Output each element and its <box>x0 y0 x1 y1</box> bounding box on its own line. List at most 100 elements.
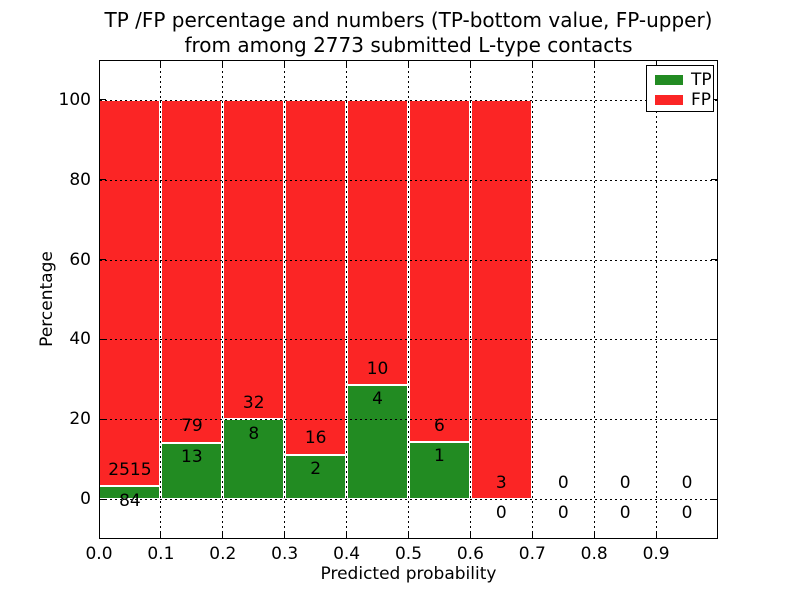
x-gridline <box>654 61 658 538</box>
x-tick-mark-top <box>284 61 286 67</box>
fp-bar-segment <box>408 99 471 443</box>
x-axis-label: Predicted probability <box>320 564 497 584</box>
y-tick-mark <box>100 179 106 181</box>
legend-label-fp: FP <box>691 90 712 110</box>
y-gridline <box>100 339 717 340</box>
x-tick-mark-top <box>469 61 471 67</box>
fp-bar-segment <box>346 99 409 386</box>
tp-count-label: 0 <box>619 503 631 524</box>
y-tick-label: 40 <box>69 329 91 350</box>
y-tick-mark <box>100 99 106 101</box>
y-gridline <box>100 499 717 500</box>
y-tick-label: 100 <box>58 89 91 110</box>
y-tick-mark-right <box>711 418 717 420</box>
chart-title: TP /FP percentage and numbers (TP-bottom… <box>99 8 718 58</box>
x-tick-mark-top <box>408 61 409 67</box>
fp-count-label: 0 <box>681 472 693 493</box>
tp-count-label: 1 <box>434 446 445 467</box>
x-tick-label: 0.9 <box>642 544 670 564</box>
fp-bar-segment <box>470 99 533 500</box>
x-gridline <box>468 61 472 538</box>
x-tick-mark-top <box>531 61 533 67</box>
fp-count-label: 79 <box>181 416 203 437</box>
y-gridline <box>100 419 717 420</box>
y-tick-mark-right <box>711 99 717 101</box>
legend-label-tp: TP <box>691 70 712 90</box>
x-gridline <box>592 61 596 538</box>
tp-count-label: 0 <box>681 503 693 524</box>
y-tick-mark <box>100 418 106 420</box>
x-tick-label: 0.2 <box>209 544 237 564</box>
y-gridline <box>100 180 717 181</box>
y-tick-mark-right <box>711 338 717 340</box>
tp-count-label: 0 <box>557 503 569 524</box>
y-tick-mark-right <box>711 179 717 181</box>
chart-title-line-2: from among 2773 submitted L-type contact… <box>184 33 633 57</box>
tp-count-label: 0 <box>495 503 507 524</box>
fp-bar-segment <box>99 99 161 487</box>
tp-count-label: 8 <box>248 423 260 444</box>
y-tick-label: 60 <box>69 249 91 270</box>
x-tick-label: 0.7 <box>518 544 546 564</box>
x-tick-label: 0.4 <box>333 544 361 564</box>
x-tick-mark-top <box>160 61 162 67</box>
x-tick-label: 0.8 <box>580 544 608 564</box>
legend-entry-tp: TP <box>647 70 713 90</box>
fp-count-label: 0 <box>557 472 569 493</box>
x-gridline <box>530 61 534 538</box>
fp-count-label: 32 <box>242 392 265 413</box>
legend-entry-fp: FP <box>647 90 713 110</box>
y-tick-mark <box>100 259 106 261</box>
x-tick-mark <box>469 532 471 538</box>
y-tick-label: 80 <box>69 169 91 190</box>
fp-count-label: 10 <box>366 358 389 379</box>
tp-count-label: 4 <box>372 389 383 410</box>
x-tick-mark <box>655 532 657 538</box>
fp-legend-swatch-icon <box>655 95 683 105</box>
tp-count-label: 2 <box>310 459 322 480</box>
x-tick-mark <box>98 532 100 538</box>
x-tick-mark <box>160 532 162 538</box>
x-tick-mark <box>346 532 348 538</box>
x-tick-mark-top <box>655 61 657 67</box>
fp-count-label: 6 <box>434 415 445 436</box>
legend: TP FP <box>646 65 714 112</box>
fp-count-label: 16 <box>304 428 327 449</box>
x-tick-mark <box>531 532 533 538</box>
tp-count-label: 84 <box>119 490 141 511</box>
x-tick-mark-top <box>593 61 595 67</box>
fp-count-label: 0 <box>619 472 631 493</box>
x-gridline <box>159 61 163 538</box>
y-gridline <box>100 260 717 261</box>
x-tick-label: 0.5 <box>394 544 423 564</box>
x-gridline <box>221 61 225 538</box>
x-tick-mark-top <box>222 61 224 67</box>
x-tick-mark <box>408 532 409 538</box>
fp-count-label: 3 <box>495 472 507 493</box>
chart-title-line-1: TP /FP percentage and numbers (TP-bottom… <box>104 8 713 32</box>
x-tick-mark <box>593 532 595 538</box>
y-gridline <box>100 100 717 101</box>
y-tick-mark-right <box>711 498 717 500</box>
y-tick-mark <box>100 498 106 500</box>
x-tick-mark <box>222 532 224 538</box>
x-gridline <box>407 61 410 538</box>
y-tick-label: 0 <box>80 489 91 510</box>
x-tick-label: 0.6 <box>456 544 484 564</box>
x-tick-label: 0.1 <box>147 544 175 564</box>
tp-legend-swatch-icon <box>655 75 683 85</box>
fp-count-label: 2515 <box>108 459 152 480</box>
y-tick-mark <box>100 338 106 340</box>
tp-count-label: 13 <box>181 447 203 468</box>
x-tick-label: 0.3 <box>271 544 299 564</box>
x-gridline <box>345 61 349 538</box>
x-tick-label: 0.0 <box>85 544 113 564</box>
y-tick-mark-right <box>711 259 717 261</box>
x-tick-mark <box>284 532 286 538</box>
fp-bar-segment <box>160 99 223 443</box>
x-gridline <box>283 61 287 538</box>
y-tick-label: 20 <box>69 409 91 430</box>
x-tick-mark-top <box>98 61 100 67</box>
